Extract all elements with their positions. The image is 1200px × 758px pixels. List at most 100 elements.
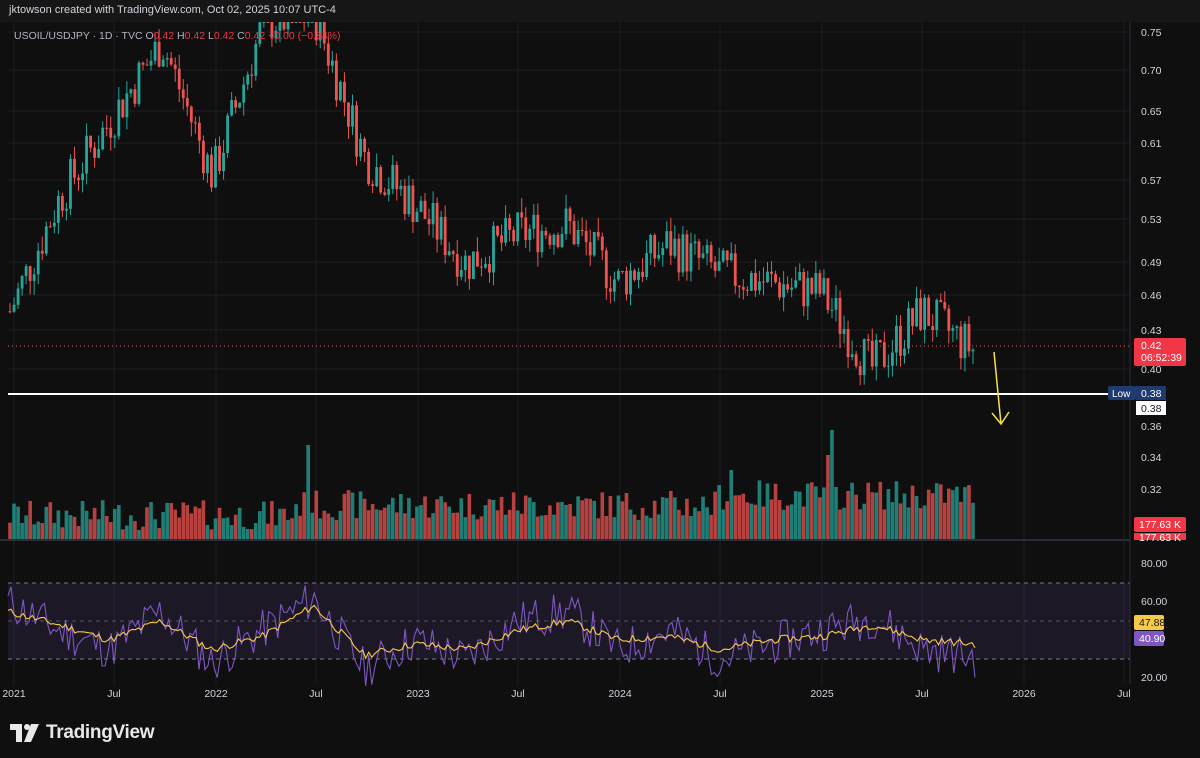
candle-body [85, 135, 88, 174]
candle-body [48, 226, 52, 228]
volume-bar [52, 522, 57, 540]
down-arrow-annotation[interactable] [991, 351, 1010, 426]
low-value: 0.38 [1141, 388, 1162, 400]
candle-body [447, 251, 451, 256]
candle-body [729, 253, 733, 261]
candle-body [77, 177, 80, 180]
candle-body [206, 154, 209, 174]
volume-bar [346, 490, 351, 540]
volume-bar [628, 509, 633, 540]
volume-bar [801, 506, 806, 540]
volume-bar [185, 505, 190, 540]
volume-bar [560, 501, 564, 540]
volume-bar [854, 494, 858, 540]
candle-body [576, 230, 580, 245]
volume-bar [519, 513, 524, 540]
volume-bar [32, 524, 37, 540]
candle-body [298, 22, 302, 23]
candle-body [842, 329, 846, 334]
candle-body [8, 311, 12, 313]
candle-body [44, 226, 48, 254]
candle-body [818, 273, 822, 294]
candle-body [552, 234, 556, 245]
candle-body [161, 59, 165, 67]
last-price-tag: 0.42 06:52:39 [1134, 338, 1186, 366]
volume-bar [282, 508, 286, 540]
candle-body [165, 58, 169, 60]
volume-bar [145, 507, 149, 540]
candle-body [73, 158, 76, 178]
candle-body [673, 238, 677, 256]
candle-body [822, 278, 826, 294]
volume-bar [491, 500, 496, 540]
volume-bar [717, 485, 721, 540]
volume-bar [648, 517, 653, 540]
candle-body [326, 43, 330, 66]
candle-body [338, 81, 342, 101]
volume-bar [189, 513, 194, 540]
rsi-tick: 60.00 [1141, 596, 1167, 608]
volume-bar [302, 492, 306, 540]
volume-bar [121, 529, 125, 540]
candle-body [302, 22, 306, 23]
candle-body [278, 22, 282, 31]
volume-bar [330, 517, 335, 540]
candle-body [810, 278, 814, 294]
candle-body [564, 208, 568, 234]
volume-bar [830, 430, 834, 540]
candle-body [387, 188, 391, 195]
candle-body [959, 326, 963, 359]
candle-body [617, 270, 620, 280]
candle-body [963, 323, 967, 359]
tradingview-logo[interactable]: TradingView [10, 722, 155, 744]
volume-bar [471, 514, 476, 540]
volume-bar [108, 522, 113, 540]
candle-body [459, 270, 463, 277]
candle-body [40, 250, 44, 254]
candle-body [318, 22, 322, 41]
change-value: −0.00 (−0.84%) [268, 30, 341, 42]
volume-bar [745, 502, 750, 540]
volume-bar [286, 519, 290, 540]
candle-body [20, 276, 24, 289]
candle-body [193, 122, 197, 124]
volume-bar [810, 482, 814, 540]
volume-bar [640, 507, 645, 540]
volume-bar [177, 517, 182, 540]
candle-body [262, 22, 266, 23]
volume-bar [229, 525, 234, 540]
symbol-legend[interactable]: USOIL/USDJPY · 1D · TVC O0.42 H0.42 L0.4… [14, 30, 341, 42]
tradingview-logo-icon [10, 724, 39, 742]
volume-bar [741, 493, 746, 540]
candle-body [544, 230, 548, 236]
candles [8, 22, 975, 386]
candle-body [500, 235, 503, 243]
price-chart[interactable]: 0.75 0.70 0.65 0.61 0.57 0.53 0.49 0.46 0.43 0.40… [0, 22, 1200, 706]
volume-bar [36, 521, 41, 540]
candle-body [153, 41, 157, 61]
time-tick: 2024 [608, 688, 632, 700]
candle-body [540, 230, 544, 253]
low-label: Low [1112, 389, 1131, 400]
candle-body [512, 229, 516, 242]
candle-body [36, 250, 40, 275]
volume-bar [709, 514, 713, 540]
volume-bar [769, 499, 774, 540]
volume-bar [241, 526, 246, 540]
volume-bar [278, 508, 282, 540]
volume-bar [44, 506, 49, 540]
candle-body [870, 340, 874, 367]
candle-body [689, 243, 693, 272]
symbol-name: USOIL/USDJPY · 1D · TVC [14, 30, 143, 42]
footer: TradingView [0, 706, 1200, 758]
rsi-tick: 80.00 [1141, 558, 1167, 570]
volume-bar [749, 503, 754, 540]
candle-body [508, 218, 512, 230]
candle-body [899, 325, 902, 356]
volume-bar [894, 481, 899, 540]
volume-bar [797, 491, 802, 540]
volume-bar [503, 514, 508, 540]
candle-body [915, 298, 918, 327]
candle-body [580, 230, 584, 232]
candle-body [762, 281, 765, 283]
